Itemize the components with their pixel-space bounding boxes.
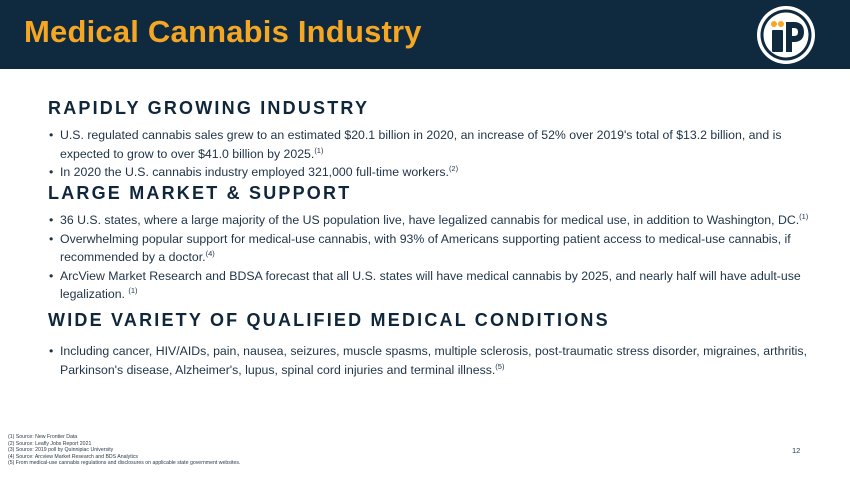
section-title-medical-conditions: WIDE VARIETY OF QUALIFIED MEDICAL CONDIT… — [48, 310, 610, 330]
footnote: (4) Source: Arcview Market Research and … — [8, 453, 139, 460]
section-bullets-large-market: • 36 U.S. states, where a large majority … — [49, 211, 819, 304]
company-logo-icon — [757, 6, 815, 64]
bullet-text: 36 U.S. states, where a large majority o… — [60, 213, 800, 227]
list-item: • Including cancer, HIV/AIDs, pain, nause… — [49, 342, 819, 379]
bullet-dot: • — [49, 128, 54, 142]
section-title-rapidly-growing: RAPIDLY GROWING INDUSTRY — [48, 98, 370, 118]
page-number: 12 — [792, 446, 801, 455]
bullet-dot: • — [49, 268, 54, 283]
footnote-ref: (5) — [495, 361, 505, 371]
footnote-ref: (2) — [448, 164, 459, 173]
footnote: (2) Source: Leafly Jobs Report 2021 — [8, 440, 92, 447]
list-item: • 36 U.S. states, where a large majority … — [49, 211, 819, 230]
footnote: (5) From medical-use cannabis regulation… — [8, 460, 241, 467]
footnote-ref: (1) — [799, 212, 809, 221]
bullet-text: ArcView Market Research and BDSA forecas… — [60, 268, 801, 302]
footnote: (1) Source: New Frontier Data — [8, 434, 78, 440]
footnote-ref: (1) — [314, 145, 324, 155]
footnotes: (1) Source: New Frontier Data (2) Source… — [8, 434, 240, 467]
list-item: • U.S. regulated cannabis sales grew to a… — [49, 126, 819, 163]
bullet-text: Overwhelming popular support for medical… — [60, 231, 791, 265]
footnote-ref: (4) — [205, 249, 215, 258]
bullet-dot: • — [49, 231, 54, 246]
list-item: • ArcView Market Research and BDSA foreca… — [49, 267, 819, 304]
footnote: (3) Source: 2019 poll by Quinnipiac Univ… — [8, 447, 114, 454]
page-title: Medical Cannabis Industry — [24, 14, 422, 49]
list-item: • Overwhelming popular support for medica… — [49, 230, 819, 267]
bullet-text: Including cancer, HIV/AIDs, pain, nausea… — [60, 344, 807, 377]
bullet-dot: • — [49, 344, 54, 358]
bullet-text: In 2020 the U.S. cannabis industry emplo… — [60, 165, 449, 179]
bullet-text: U.S. regulated cannabis sales grew to an… — [60, 128, 782, 161]
bullet-dot: • — [49, 165, 54, 179]
footnote-ref: (1) — [128, 286, 138, 295]
section-title-large-market: LARGE MARKET & SUPPORT — [48, 183, 352, 203]
section-bullets-rapidly-growing: • U.S. regulated cannabis sales grew to a… — [49, 126, 819, 182]
section-bullets-medical-conditions: • Including cancer, HIV/AIDs, pain, nause… — [49, 342, 819, 379]
header-bar: Medical Cannabis Industry — [0, 0, 850, 69]
bullet-dot: • — [49, 213, 54, 227]
list-item: • In 2020 the U.S. cannabis industry empl… — [49, 163, 819, 182]
